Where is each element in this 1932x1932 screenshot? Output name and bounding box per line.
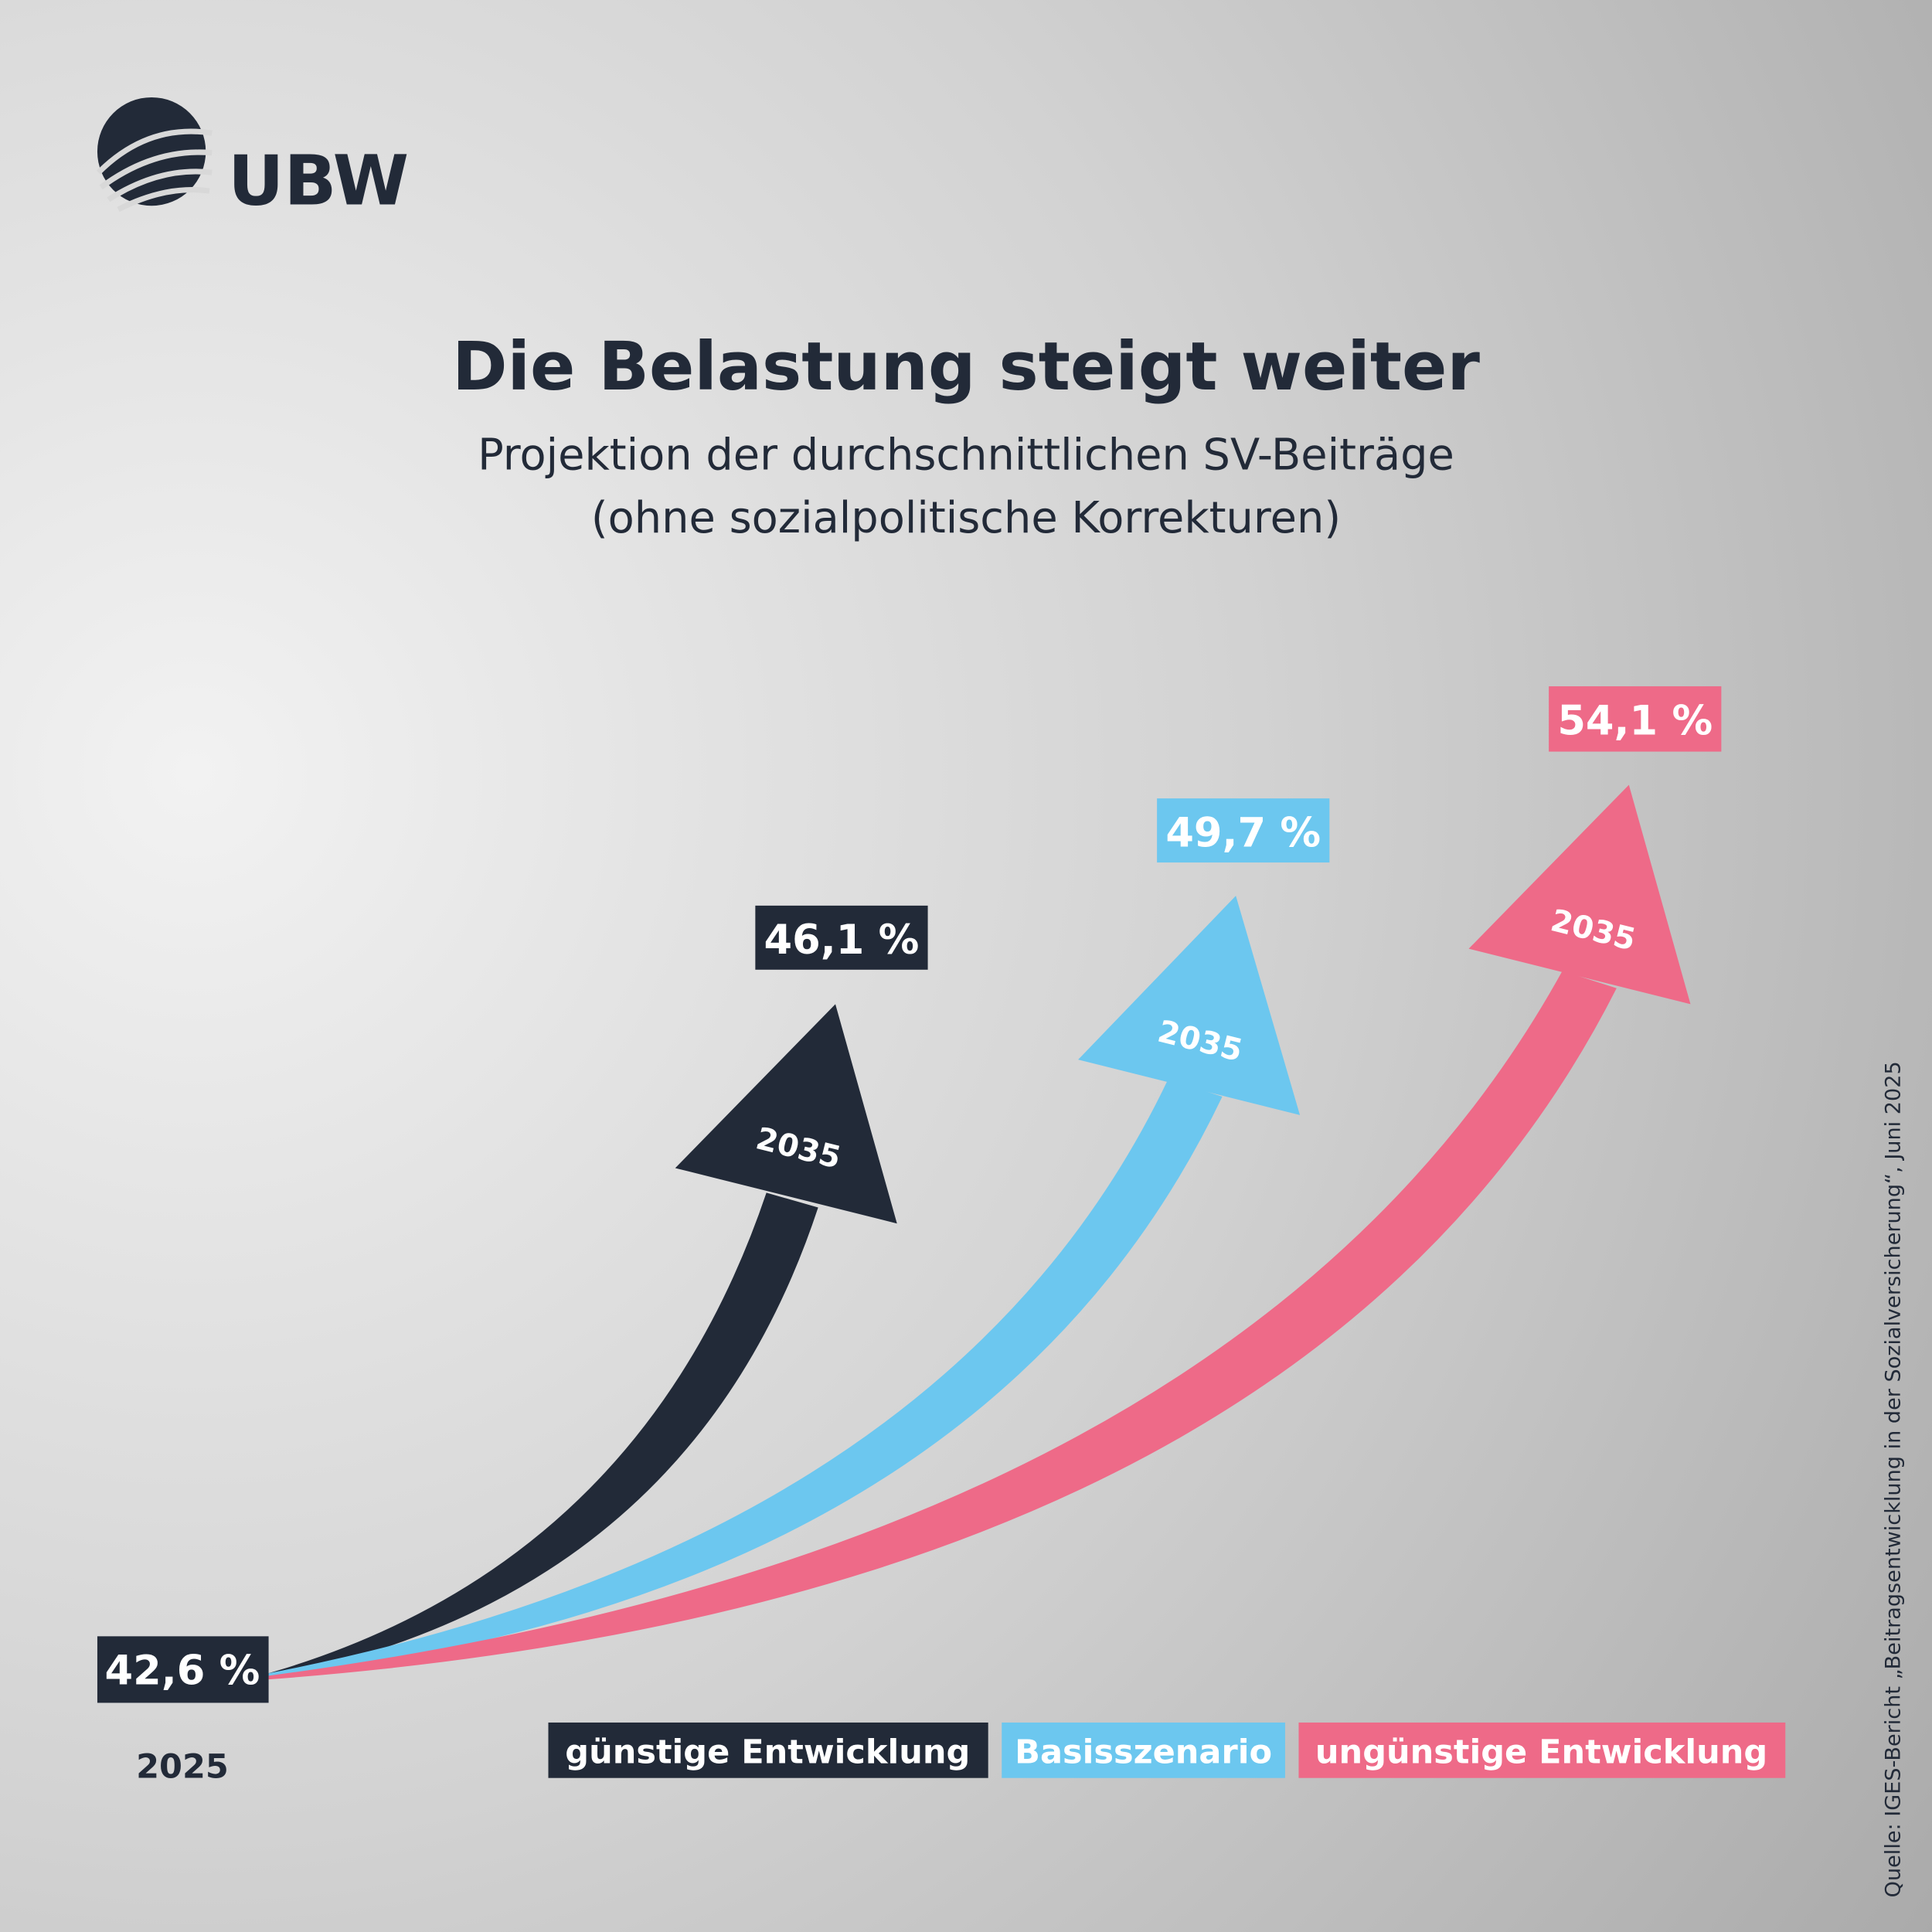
svg-text:49,7 %: 49,7 % — [1165, 809, 1321, 856]
svg-text:54,1 %: 54,1 % — [1557, 697, 1713, 744]
chart-subtitle-2: (ohne sozialpolitische Korrekturen) — [591, 493, 1341, 543]
arrow-shaft-guenstig — [268, 1192, 818, 1679]
chart-title: Die Belastung steigt weiter — [452, 328, 1480, 406]
svg-text:ungünstige Entwicklung: ungünstige Entwicklung — [1315, 1733, 1767, 1772]
legend-item-unguenstig: ungünstige Entwicklung — [1298, 1722, 1786, 1778]
end-label-unguenstig: 54,1 % — [1549, 686, 1722, 752]
svg-text:42,6 %: 42,6 % — [105, 1648, 260, 1695]
ubw-logo: UBW — [97, 97, 409, 222]
start-value-label: 42,6 % — [97, 1636, 269, 1703]
start-year-label: 2025 — [136, 1748, 229, 1787]
svg-text:Basisszenario: Basisszenario — [1015, 1733, 1272, 1772]
arrow-head-guenstig — [675, 1004, 897, 1224]
chart-subtitle-1: Projektion der durchschnittlichen SV-Bei… — [478, 430, 1454, 480]
arrow-head-unguenstig — [1468, 784, 1691, 1005]
legend-item-guenstig: günstige Entwicklung — [548, 1722, 988, 1778]
arrow-unguenstig — [268, 784, 1691, 1680]
arrow-guenstig — [268, 1004, 897, 1679]
arrows — [268, 784, 1691, 1680]
arrow-shaft-unguenstig — [268, 971, 1617, 1680]
legend: günstige Entwicklung Basisszenario ungün… — [548, 1722, 1786, 1778]
arrow-basis — [268, 896, 1301, 1679]
logo-text: UBW — [228, 141, 409, 222]
logo-mark-icon — [97, 97, 213, 213]
end-label-basis: 49,7 % — [1157, 798, 1330, 863]
svg-text:günstige Entwicklung: günstige Entwicklung — [565, 1733, 970, 1772]
legend-item-basis: Basisszenario — [1002, 1722, 1285, 1778]
svg-text:46,1 %: 46,1 % — [764, 917, 920, 964]
end-label-guenstig: 46,1 % — [755, 905, 928, 970]
arrow-head-basis — [1078, 896, 1301, 1115]
source-note: Quelle: IGES-Bericht „Beitragsentwicklun… — [1882, 1061, 1906, 1897]
